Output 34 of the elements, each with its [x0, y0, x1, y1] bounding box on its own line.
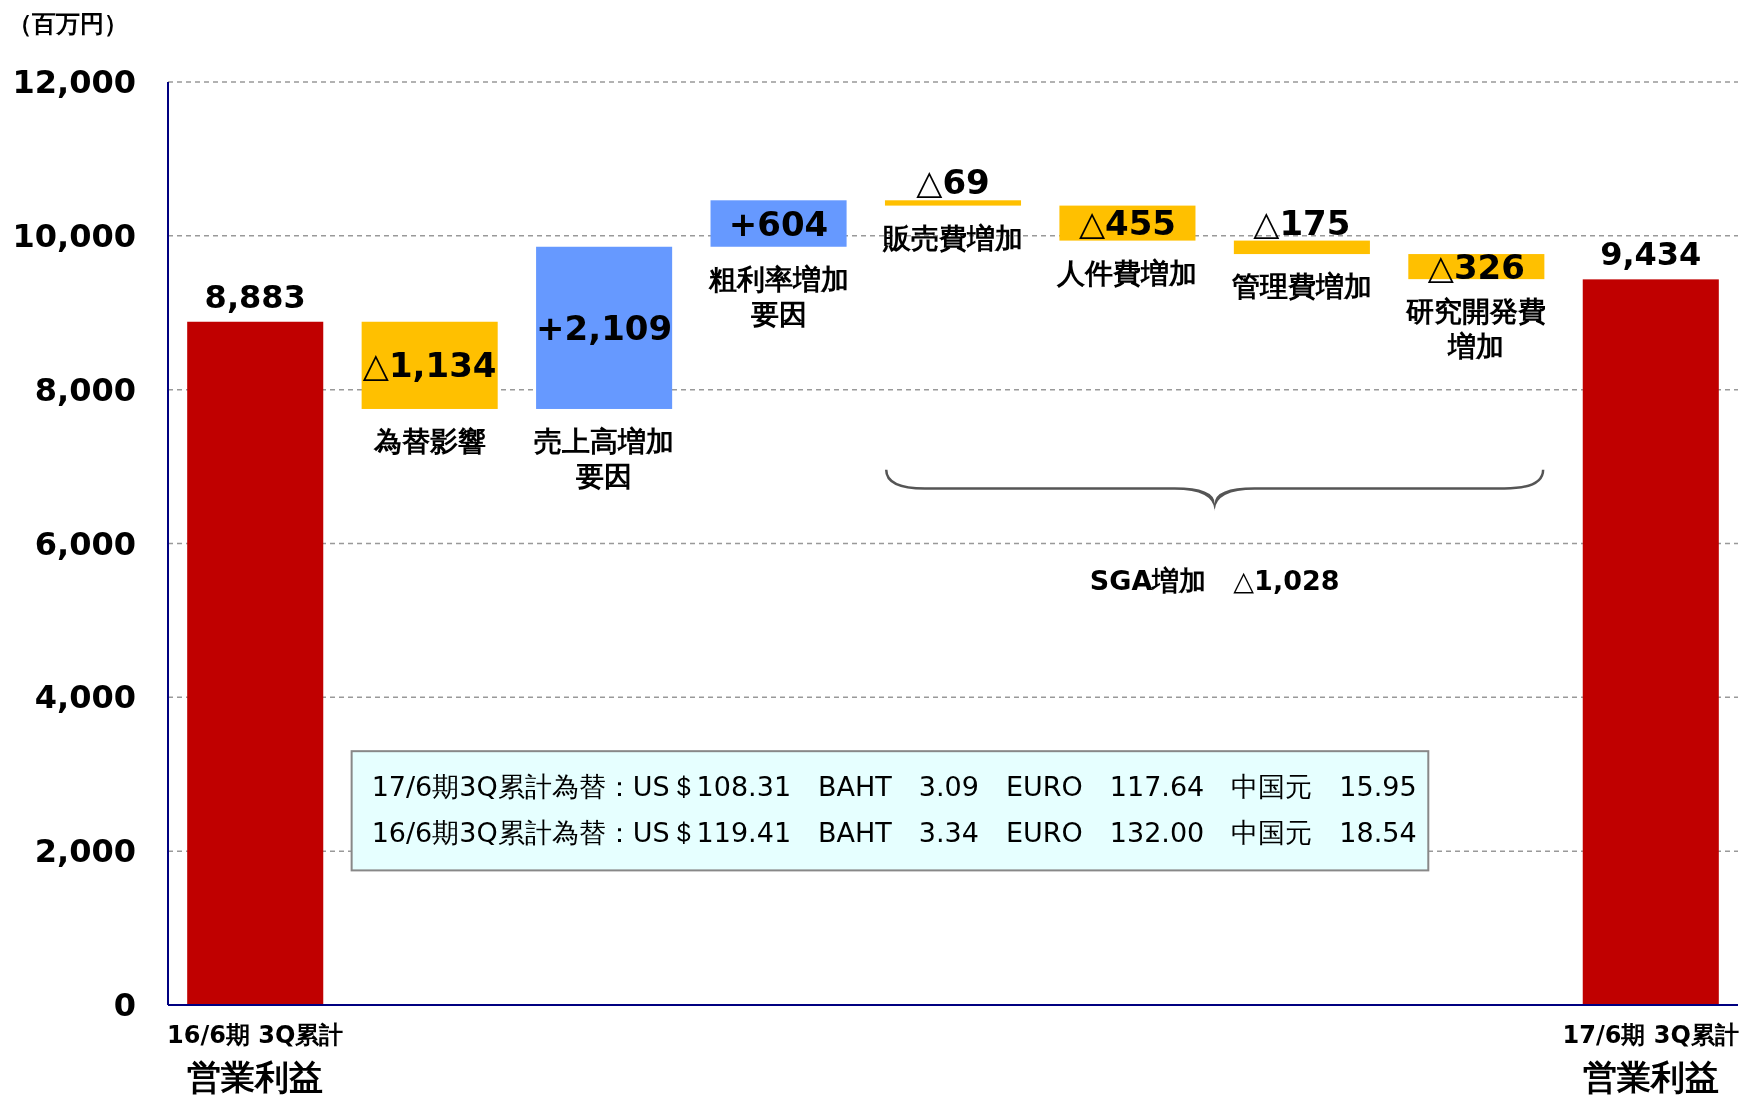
bar [884, 200, 1022, 206]
y-tick-label: 6,000 [34, 524, 136, 563]
bar [536, 246, 673, 409]
x-tick-label: 人件費増加 [1056, 256, 1198, 290]
annotation: 17/6期3Q累計為替：US＄108.31 BAHT 3.09 EURO 117.64 中国元 15.95 [371, 771, 1417, 803]
y-tick-label: 10,000 [12, 216, 136, 255]
data-label: +2,109 [536, 307, 673, 348]
data-label: 9,434 [1600, 235, 1702, 274]
annotation: SGA増加 △1,028 [1089, 564, 1340, 596]
data-label: 8,883 [204, 277, 306, 316]
x-tick-label: 売上高増加要因 [534, 424, 675, 493]
bar [1582, 279, 1719, 1005]
y-tick-label: 12,000 [12, 63, 136, 101]
data-label: △175 [1253, 202, 1351, 243]
bar [1233, 240, 1370, 255]
data-label: +604 [728, 203, 829, 244]
y-tick-label: 4,000 [34, 678, 136, 717]
x-tick-label: 16/6期 3Q累計営業利益 [167, 1021, 344, 1097]
x-tick-label: 管理費増加 [1230, 270, 1372, 304]
y-axis-title: （百万円） [8, 10, 128, 38]
bar [187, 321, 324, 1005]
x-tick-label: 為替影響 [372, 424, 486, 458]
x-tick-label: 研究開発費増加 [1405, 295, 1547, 364]
y-tick-label: 2,000 [34, 832, 136, 871]
y-tick-label: 8,000 [34, 370, 136, 409]
x-tick-label: 17/6期 3Q累計営業利益 [1562, 1021, 1739, 1097]
x-tick-label: 販売費増加 [882, 221, 1023, 255]
data-label: △326 [1427, 246, 1525, 287]
y-tick-label: 0 [113, 986, 136, 1024]
x-tick-label: 粗利率増加要因 [707, 262, 849, 331]
annotation: 16/6期3Q累計為替：US＄119.41 BAHT 3.34 EURO 132.00 中国元 18.54 [371, 817, 1417, 849]
data-label: △1,134 [362, 345, 497, 386]
data-label: △455 [1078, 203, 1177, 244]
data-label: △69 [916, 162, 990, 203]
